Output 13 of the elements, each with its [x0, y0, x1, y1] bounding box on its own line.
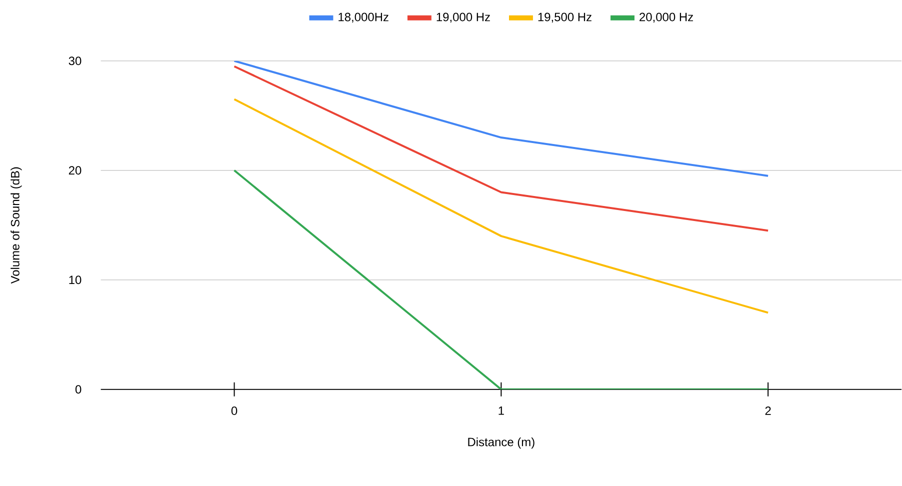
y-tick-label: 30 — [68, 56, 82, 66]
y-tick-label: 20 — [68, 166, 82, 175]
y-tick-label: 0 — [75, 385, 82, 394]
legend-label: 20,000 Hz — [640, 12, 693, 23]
x-tick-label: 2 — [765, 406, 771, 415]
y-axis-title: Volume of Sound (dB) — [10, 167, 22, 284]
legend-label: 19,000 Hz — [436, 12, 490, 23]
legend-label: 19,500 Hz — [538, 12, 592, 23]
x-tick-label: 1 — [498, 406, 504, 415]
y-tick-label: 10 — [69, 276, 82, 284]
x-tick-label: 0 — [231, 406, 238, 415]
x-axis-title: Distance (m) — [468, 437, 534, 449]
legend-label: 18,000Hz — [338, 12, 388, 23]
